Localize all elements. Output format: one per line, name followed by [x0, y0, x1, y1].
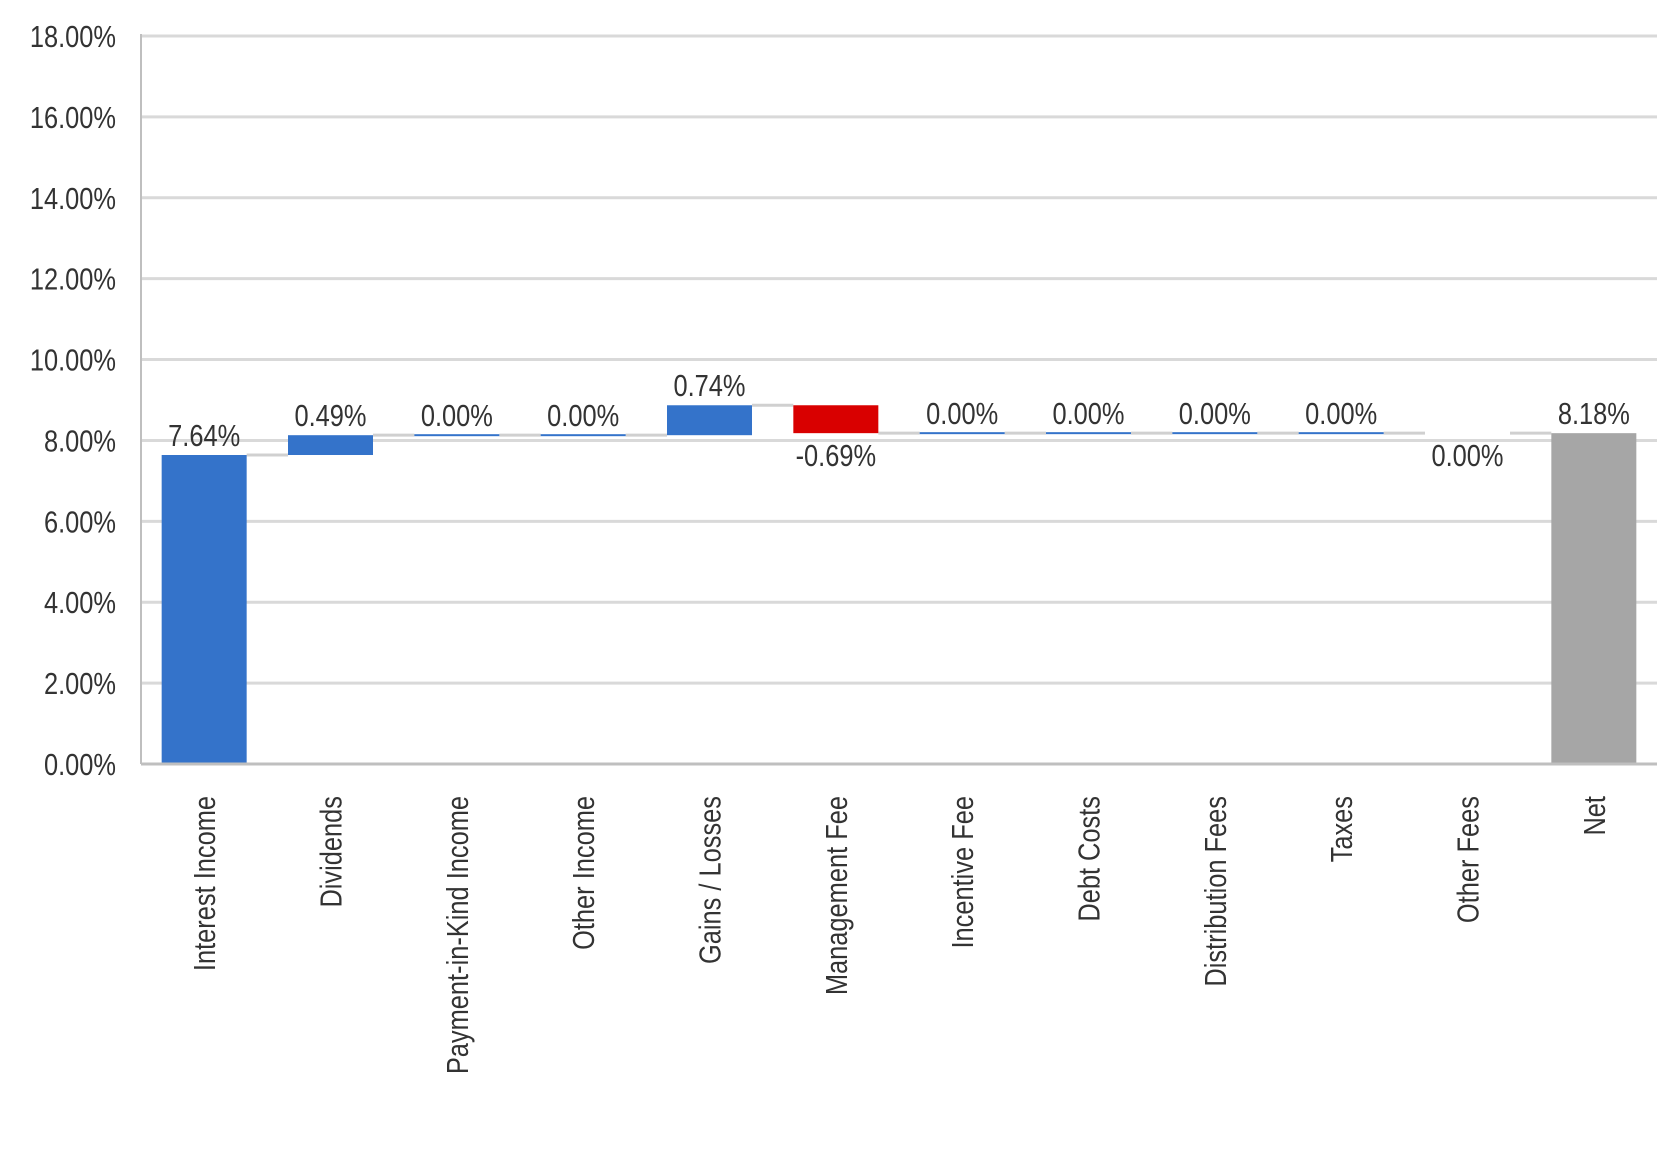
- category-label: Net: [1577, 796, 1612, 836]
- category-label: Other Fees: [1451, 796, 1486, 923]
- y-tick-label: 18.00%: [30, 20, 116, 55]
- y-tick-label: 10.00%: [30, 343, 116, 378]
- bar-gains-losses: [667, 405, 752, 436]
- category-label: Dividends: [314, 796, 349, 908]
- category-label: Other Income: [567, 796, 602, 950]
- bar-taxes: [1298, 432, 1384, 435]
- axes: [140, 34, 1657, 766]
- data-label: 0.00%: [1305, 397, 1377, 432]
- bar-distribution-fees: [1172, 432, 1258, 435]
- bars: [161, 405, 1637, 764]
- category-label: Interest Income: [188, 796, 223, 971]
- category-label: Incentive Fee: [946, 796, 981, 949]
- bar-payment-in-kind-income: [414, 434, 500, 437]
- gridlines: [141, 34, 1657, 685]
- y-tick-label: 8.00%: [44, 424, 116, 459]
- bar-dividends: [288, 435, 373, 456]
- y-tick-label: 12.00%: [30, 262, 116, 297]
- data-label: 0.00%: [926, 397, 998, 432]
- connector-lines: [246, 403, 1552, 457]
- category-label: Management Fee: [819, 796, 854, 995]
- bar-interest-income: [161, 455, 247, 764]
- data-label: 7.64%: [168, 419, 240, 454]
- category-label: Distribution Fees: [1198, 796, 1233, 987]
- data-label: 0.00%: [1431, 439, 1503, 474]
- bar-net: [1551, 433, 1637, 764]
- category-label: Gains / Losses: [693, 796, 728, 964]
- category-label: Payment-in-Kind Income: [440, 796, 475, 1074]
- bar-incentive-fee: [919, 432, 1005, 435]
- y-tick-label: 6.00%: [44, 505, 116, 540]
- data-labels: 7.64% 0.49% 0.00% 0.00% 0.74% -0.69% 0.00% 0.00…: [168, 369, 1630, 474]
- bar-management-fee: [793, 405, 879, 434]
- y-tick-label: 14.00%: [30, 181, 116, 216]
- data-label: 0.00%: [547, 399, 619, 434]
- data-label: -0.69%: [796, 439, 876, 474]
- data-label: 0.49%: [294, 399, 366, 434]
- bar-other-income: [540, 434, 626, 437]
- data-label: 8.18%: [1558, 397, 1630, 432]
- category-label: Taxes: [1325, 796, 1360, 862]
- bar-debt-costs: [1046, 432, 1131, 435]
- category-label: Debt Costs: [1072, 796, 1107, 922]
- data-label: 0.00%: [1179, 397, 1251, 432]
- data-label: 0.00%: [421, 399, 493, 434]
- y-tick-label: 4.00%: [44, 586, 116, 621]
- y-tick-label: 0.00%: [44, 748, 116, 783]
- y-axis-tick-labels: 0.00% 2.00% 4.00% 6.00% 8.00% 10.00% 12.00% 14.…: [30, 20, 116, 783]
- x-axis-category-labels: Interest Income Dividends Payment-in-Kind …: [188, 796, 1613, 1074]
- data-label: 0.74%: [673, 369, 745, 404]
- data-label: 0.00%: [1052, 397, 1124, 432]
- y-tick-label: 16.00%: [30, 101, 116, 136]
- y-tick-label: 2.00%: [44, 667, 116, 702]
